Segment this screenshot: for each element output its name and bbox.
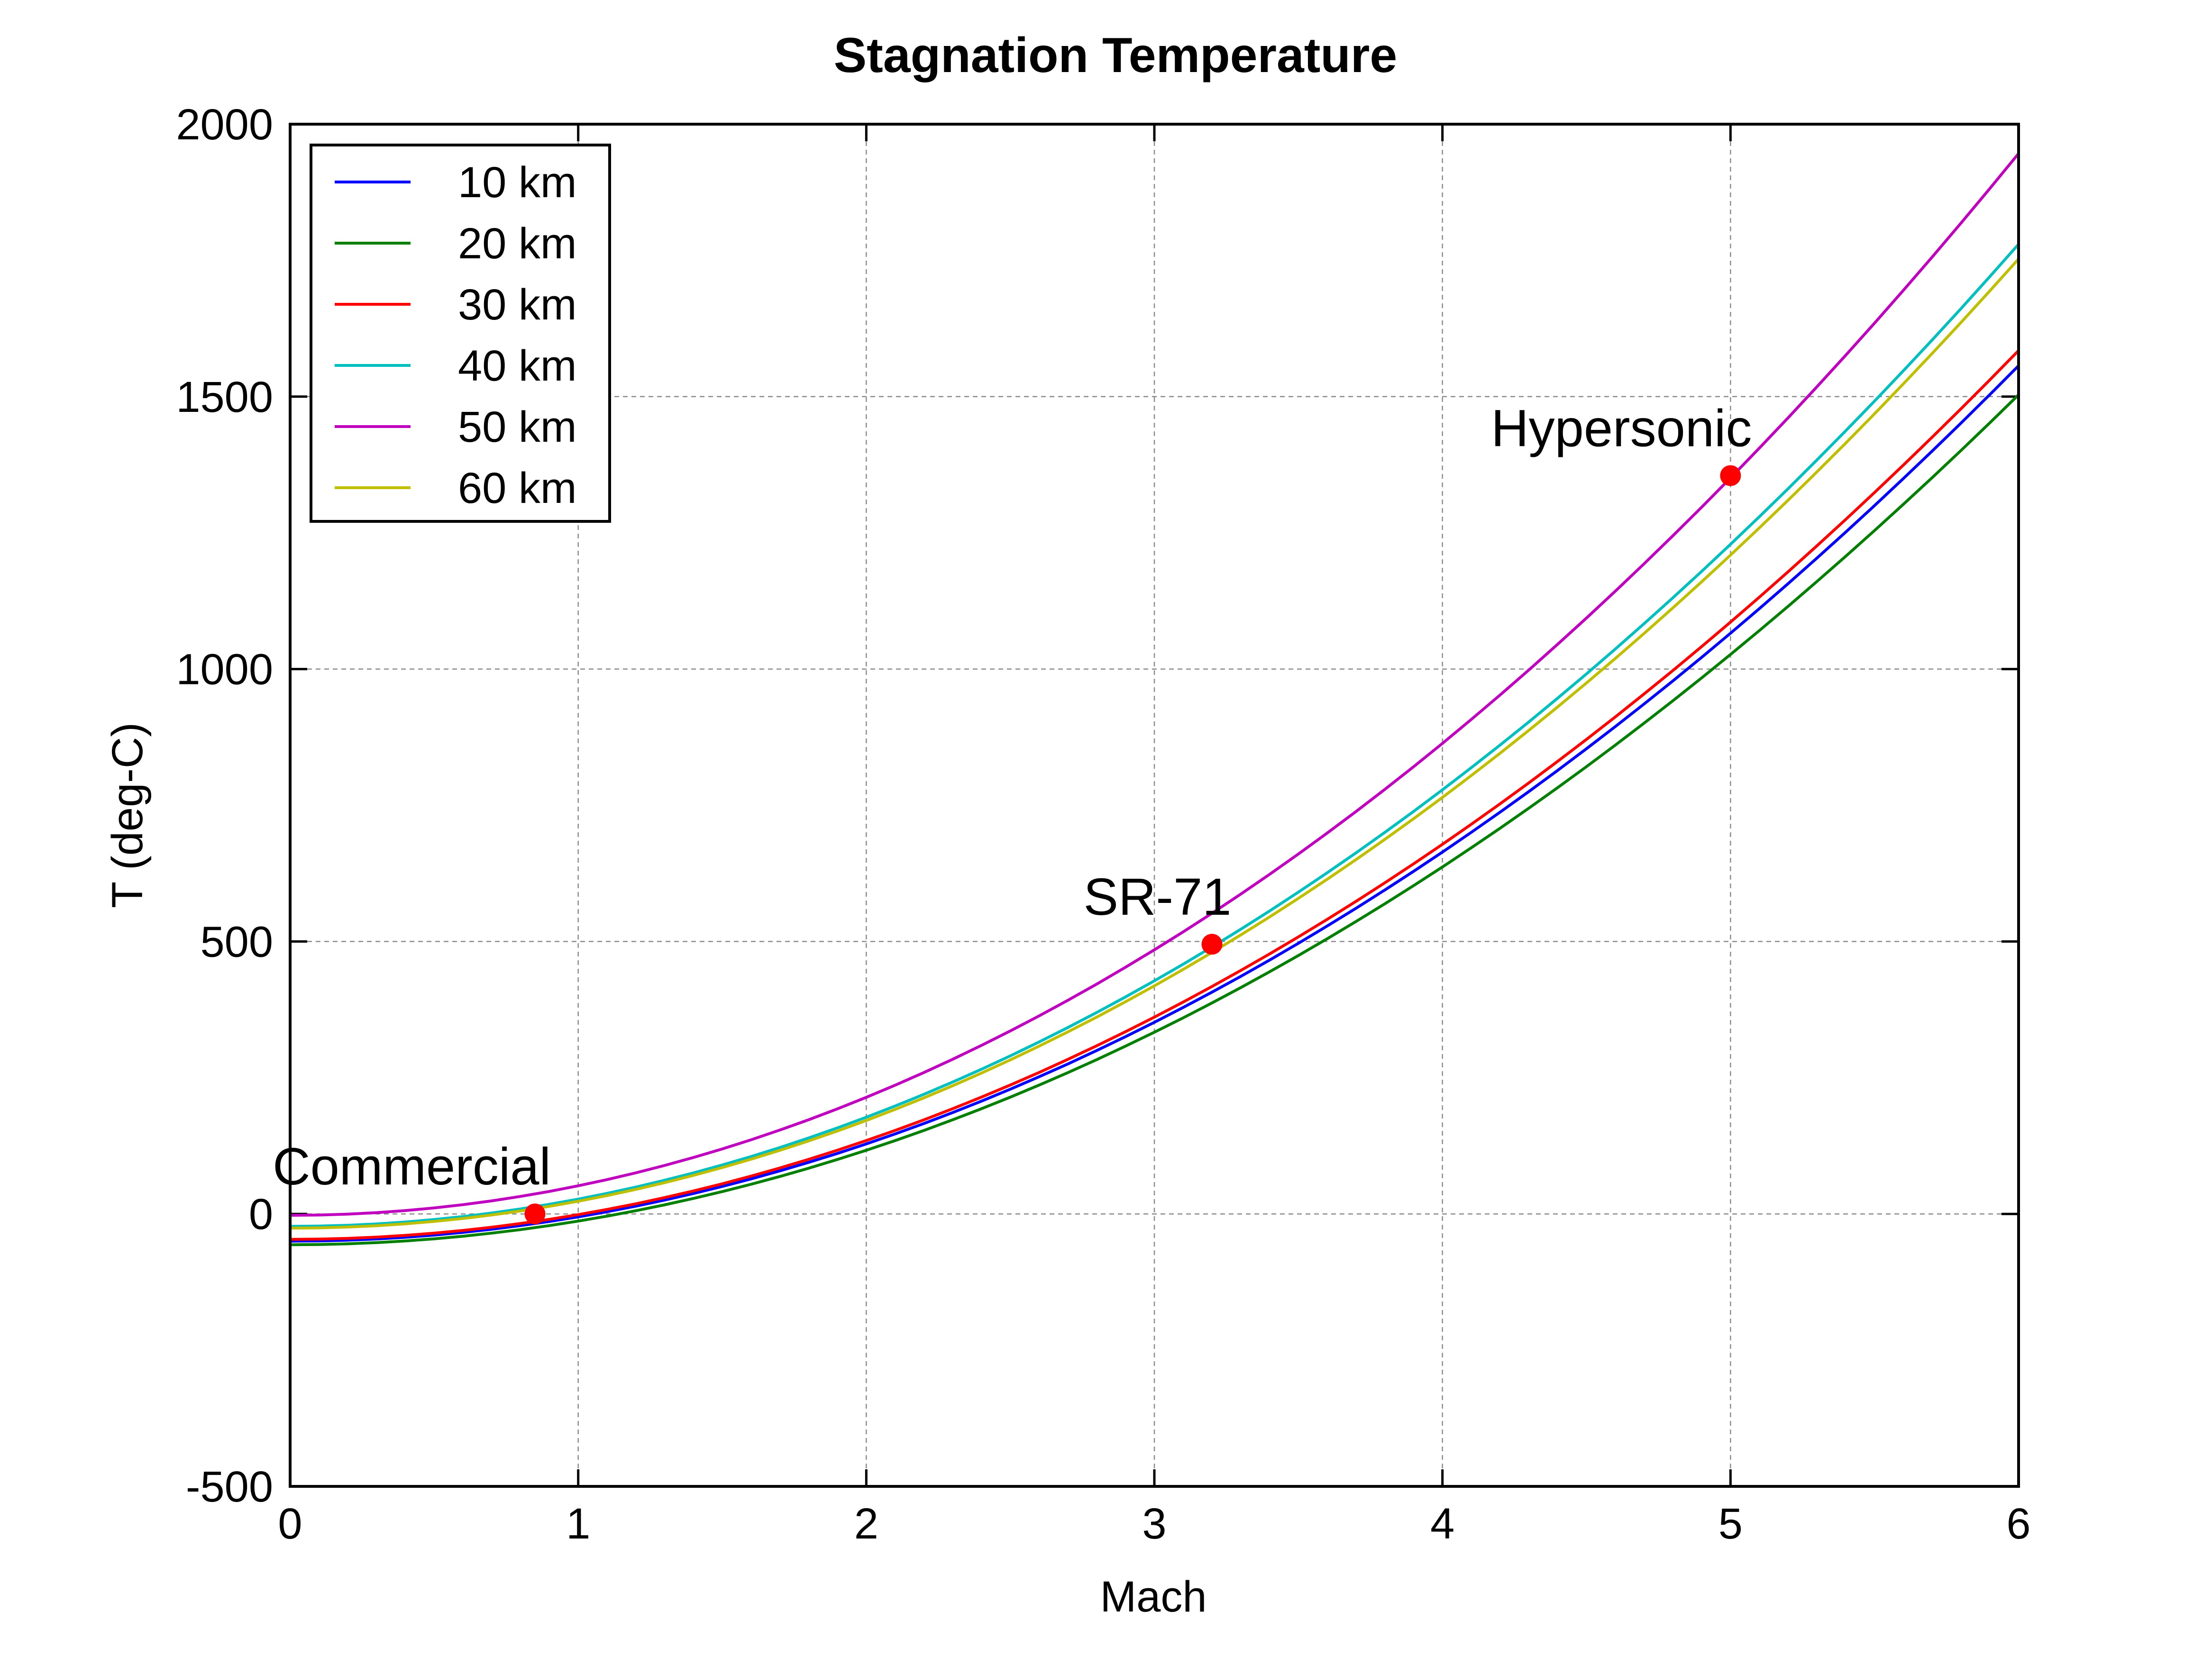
x-tick-label: 0 <box>278 1500 302 1548</box>
annotation-marker <box>1720 465 1741 486</box>
x-tick-label: 4 <box>1430 1500 1454 1548</box>
legend-label: 60 km <box>458 464 577 512</box>
x-axis-label: Mach <box>1100 1573 1207 1621</box>
y-axis-label: T (deg-C) <box>103 722 152 908</box>
y-tick-label: 1500 <box>176 373 273 421</box>
legend-label: 50 km <box>458 403 577 451</box>
plot-frame <box>289 123 2020 1488</box>
annotation-label: SR-71 <box>1084 868 1232 926</box>
legend-label: 40 km <box>458 342 577 390</box>
legend-box <box>310 144 611 523</box>
x-tick-label: 6 <box>2006 1500 2030 1548</box>
x-tick-label: 1 <box>566 1500 590 1548</box>
annotations: Commercial SR-71 Hypersonic <box>273 399 1752 1225</box>
x-tick-label: 3 <box>1142 1500 1166 1548</box>
legend-label: 20 km <box>458 219 577 268</box>
plot-series <box>290 152 2019 1247</box>
annotation-label: Commercial <box>273 1138 551 1196</box>
chart-title: Stagnation Temperature <box>834 28 1397 83</box>
series-line-6 <box>290 258 2019 1230</box>
x-tick-label: 5 <box>1718 1500 1743 1548</box>
series-line-2 <box>290 393 2019 1247</box>
legend-label: 10 km <box>458 158 577 207</box>
y-tick-label: 2000 <box>176 100 273 149</box>
annotation-marker <box>1201 934 1223 955</box>
series-line-4 <box>290 243 2019 1228</box>
y-tick-label: 500 <box>201 918 274 966</box>
grid-lines <box>290 124 2019 1486</box>
series-line-3 <box>290 349 2019 1241</box>
annotation-marker <box>524 1203 546 1225</box>
x-tick-label: 2 <box>854 1500 878 1548</box>
y-tick-label: -500 <box>186 1463 273 1511</box>
y-tick-label: 1000 <box>176 646 273 694</box>
annotation-label: Hypersonic <box>1491 399 1752 457</box>
y-tick-label: 0 <box>249 1190 273 1238</box>
legend: 10 km 20 km 30 km 40 km 50 km 60 km <box>310 144 611 523</box>
series-line-1 <box>290 364 2019 1243</box>
legend-label: 30 km <box>458 281 577 329</box>
